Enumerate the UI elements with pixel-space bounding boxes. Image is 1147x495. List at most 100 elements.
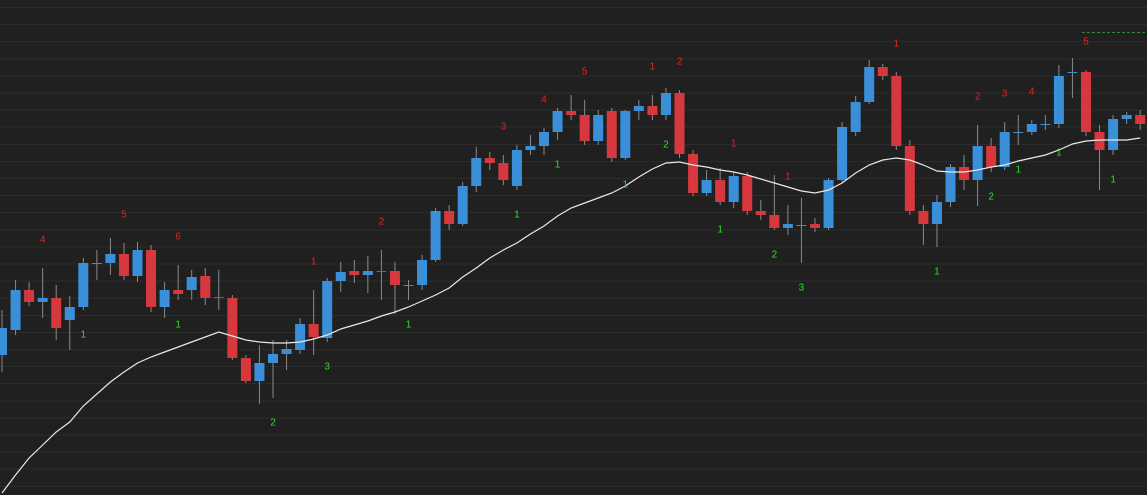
candle-body <box>281 349 292 354</box>
candle-body <box>810 224 820 228</box>
candle-body <box>10 290 21 330</box>
signal-label-bottom: 1 <box>1110 175 1116 186</box>
candle-body <box>78 263 89 307</box>
candle-body <box>457 186 468 224</box>
candle-body <box>945 167 956 202</box>
signal-label-bottom: 3 <box>799 283 805 294</box>
signal-label-bottom: 2 <box>988 192 994 203</box>
candle-body <box>268 354 278 363</box>
candle-body <box>715 180 726 202</box>
candle-body <box>471 158 482 186</box>
candle-body <box>498 163 509 180</box>
candle-body <box>1067 72 1078 73</box>
candle-body <box>986 146 997 167</box>
signal-label-bottom: 1 <box>934 267 940 278</box>
signal-label-top: 4 <box>40 235 46 246</box>
candle-body <box>891 76 902 146</box>
candle-body <box>593 115 604 141</box>
signal-label-bottom: 1 <box>175 320 181 331</box>
signal-label-top: 1 <box>785 172 791 183</box>
signal-label-top: 5 <box>121 210 127 221</box>
candle-body <box>254 363 265 381</box>
candle-body <box>403 285 414 286</box>
candle-body <box>837 127 848 180</box>
candle-body <box>755 211 766 215</box>
candle-body <box>864 67 875 102</box>
signal-label-bottom: 2 <box>270 418 276 429</box>
candle-body <box>620 111 631 158</box>
signal-label-bottom: 1 <box>406 320 412 331</box>
signal-label-bottom: 1 <box>514 210 520 221</box>
candle-body <box>64 307 75 320</box>
candle-body <box>688 154 699 193</box>
candle-body <box>511 150 522 186</box>
moving-average <box>1 137 1141 494</box>
signal-label-top: 3 <box>501 122 507 133</box>
candle-body <box>335 272 346 281</box>
signal-label-top: 5 <box>1083 37 1089 48</box>
candle-body <box>566 111 577 115</box>
candle-body <box>132 250 143 276</box>
candle-body <box>1026 124 1037 132</box>
candle-body <box>417 260 428 285</box>
candle-body <box>660 93 671 115</box>
candle-body <box>1108 119 1119 150</box>
signal-label-bottom: 1 <box>81 330 87 341</box>
candle-body <box>1053 76 1064 124</box>
signal-label-bottom: 1 <box>623 180 629 191</box>
candle-body <box>118 254 129 276</box>
signal-label-bottom: 2 <box>772 250 778 261</box>
candle-body <box>728 176 739 202</box>
candle-body <box>539 132 549 146</box>
candle-body <box>918 211 929 224</box>
signal-label-top: 5 <box>582 67 588 78</box>
signal-label-bottom: 1 <box>1056 148 1062 159</box>
candle-body <box>742 176 753 211</box>
candle-body <box>674 93 685 154</box>
candle-body <box>105 254 116 263</box>
candle-body <box>308 324 319 337</box>
candle-body <box>389 271 400 285</box>
candle-body <box>525 146 536 150</box>
candle-body <box>904 146 915 211</box>
candle-body <box>769 215 780 228</box>
candle-body <box>349 271 360 275</box>
candle-body <box>877 67 888 76</box>
candle-body <box>606 111 617 158</box>
signal-label-top: 1 <box>731 139 737 150</box>
signal-label-top: 1 <box>650 62 656 73</box>
candle-body <box>1013 132 1024 133</box>
candle-body <box>484 158 495 163</box>
signal-label-bottom: 1 <box>717 225 723 236</box>
candle-body <box>159 290 170 307</box>
candle-body <box>51 298 62 328</box>
candle-body <box>647 106 658 115</box>
candle-body <box>240 358 251 381</box>
signal-label-top: 6 <box>175 232 181 243</box>
candle-body <box>146 250 157 307</box>
candle-body <box>322 281 333 338</box>
candle-body <box>37 298 48 302</box>
signal-label-top: 4 <box>541 95 547 106</box>
signal-label-top: 2 <box>379 217 385 228</box>
candle-body <box>579 115 590 141</box>
candle-body <box>782 224 793 228</box>
candle-body <box>444 211 455 224</box>
candle-body <box>430 211 441 260</box>
candle-body <box>1081 72 1091 132</box>
candle-body <box>633 106 644 111</box>
signal-label-top: 2 <box>975 92 981 103</box>
candle-body <box>173 290 184 294</box>
candle-body <box>999 132 1010 167</box>
candle-body <box>931 202 942 224</box>
signal-label-top: 3 <box>1002 89 1008 100</box>
candle-body <box>972 146 983 180</box>
signal-label-top: 2 <box>677 57 683 68</box>
candle-body <box>186 277 197 290</box>
candle-body <box>823 180 834 228</box>
candle-body <box>1040 124 1051 125</box>
signal-label-top: 4 <box>1029 87 1035 98</box>
candle-body <box>796 225 807 226</box>
candle-body <box>376 271 387 272</box>
